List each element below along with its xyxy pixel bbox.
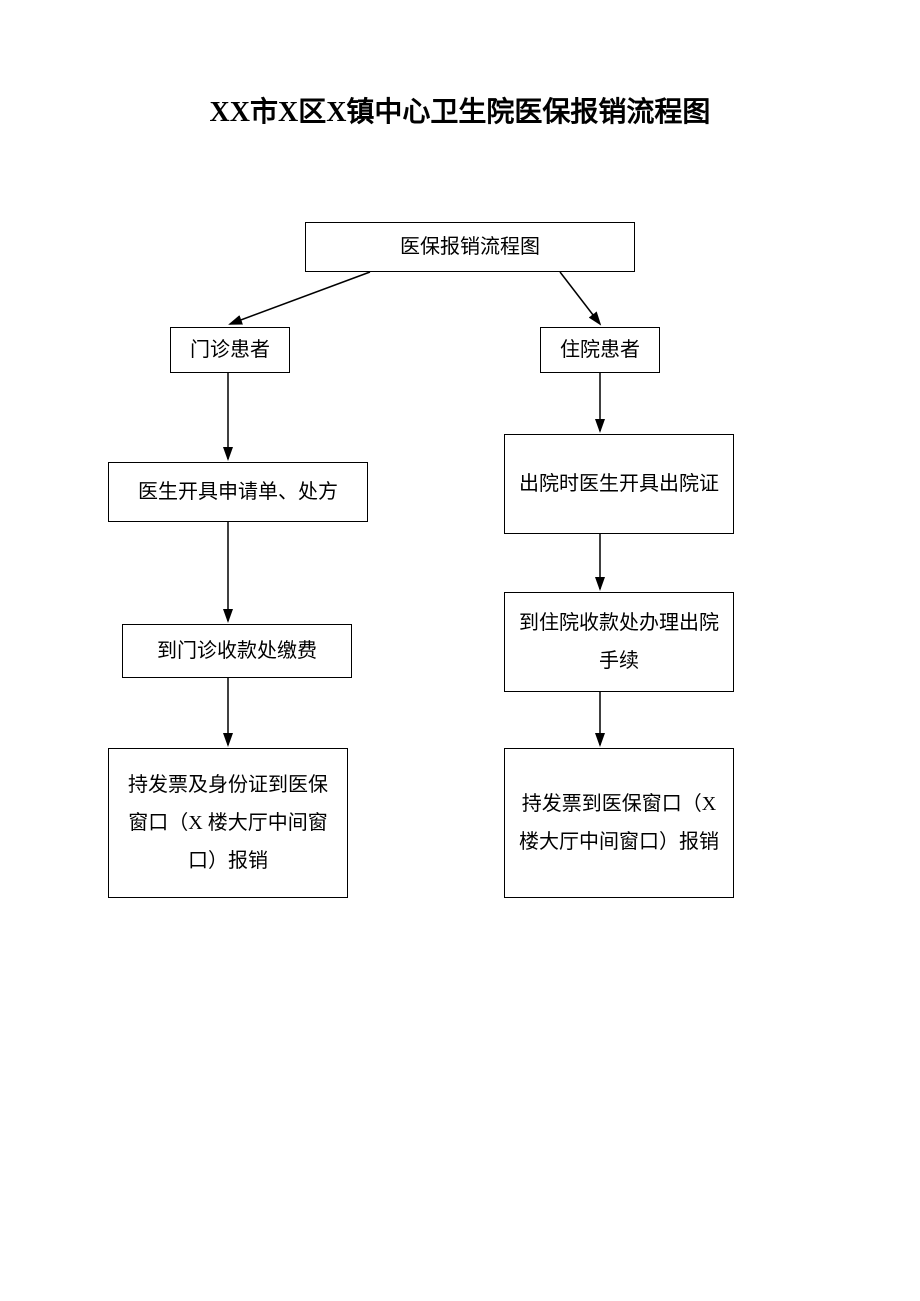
flow-node-left1: 门诊患者 bbox=[170, 327, 290, 373]
flow-node-right4: 持发票到医保窗口（X 楼大厅中间窗口）报销 bbox=[504, 748, 734, 898]
flow-node-label: 到门诊收款处缴费 bbox=[157, 632, 317, 670]
flow-node-label: 医生开具申请单、处方 bbox=[138, 473, 338, 511]
flow-edge-1 bbox=[560, 272, 600, 324]
flow-node-root: 医保报销流程图 bbox=[305, 222, 635, 272]
flow-node-right1: 住院患者 bbox=[540, 327, 660, 373]
flow-node-label: 医保报销流程图 bbox=[400, 228, 540, 266]
flow-node-left2: 医生开具申请单、处方 bbox=[108, 462, 368, 522]
flow-node-label: 住院患者 bbox=[560, 331, 640, 369]
flow-node-label: 门诊患者 bbox=[190, 331, 270, 369]
flow-node-label: 持发票及身份证到医保窗口（X 楼大厅中间窗口）报销 bbox=[121, 766, 335, 880]
flow-edge-0 bbox=[230, 272, 370, 324]
flow-node-right3: 到住院收款处办理出院手续 bbox=[504, 592, 734, 692]
page-title: XX市X区X镇中心卫生院医保报销流程图 bbox=[0, 90, 920, 130]
flow-node-left4: 持发票及身份证到医保窗口（X 楼大厅中间窗口）报销 bbox=[108, 748, 348, 898]
flow-node-right2: 出院时医生开具出院证 bbox=[504, 434, 734, 534]
flow-node-left3: 到门诊收款处缴费 bbox=[122, 624, 352, 678]
flow-node-label: 到住院收款处办理出院手续 bbox=[517, 604, 721, 680]
flow-node-label: 持发票到医保窗口（X 楼大厅中间窗口）报销 bbox=[517, 785, 721, 861]
flow-node-label: 出院时医生开具出院证 bbox=[519, 465, 719, 503]
